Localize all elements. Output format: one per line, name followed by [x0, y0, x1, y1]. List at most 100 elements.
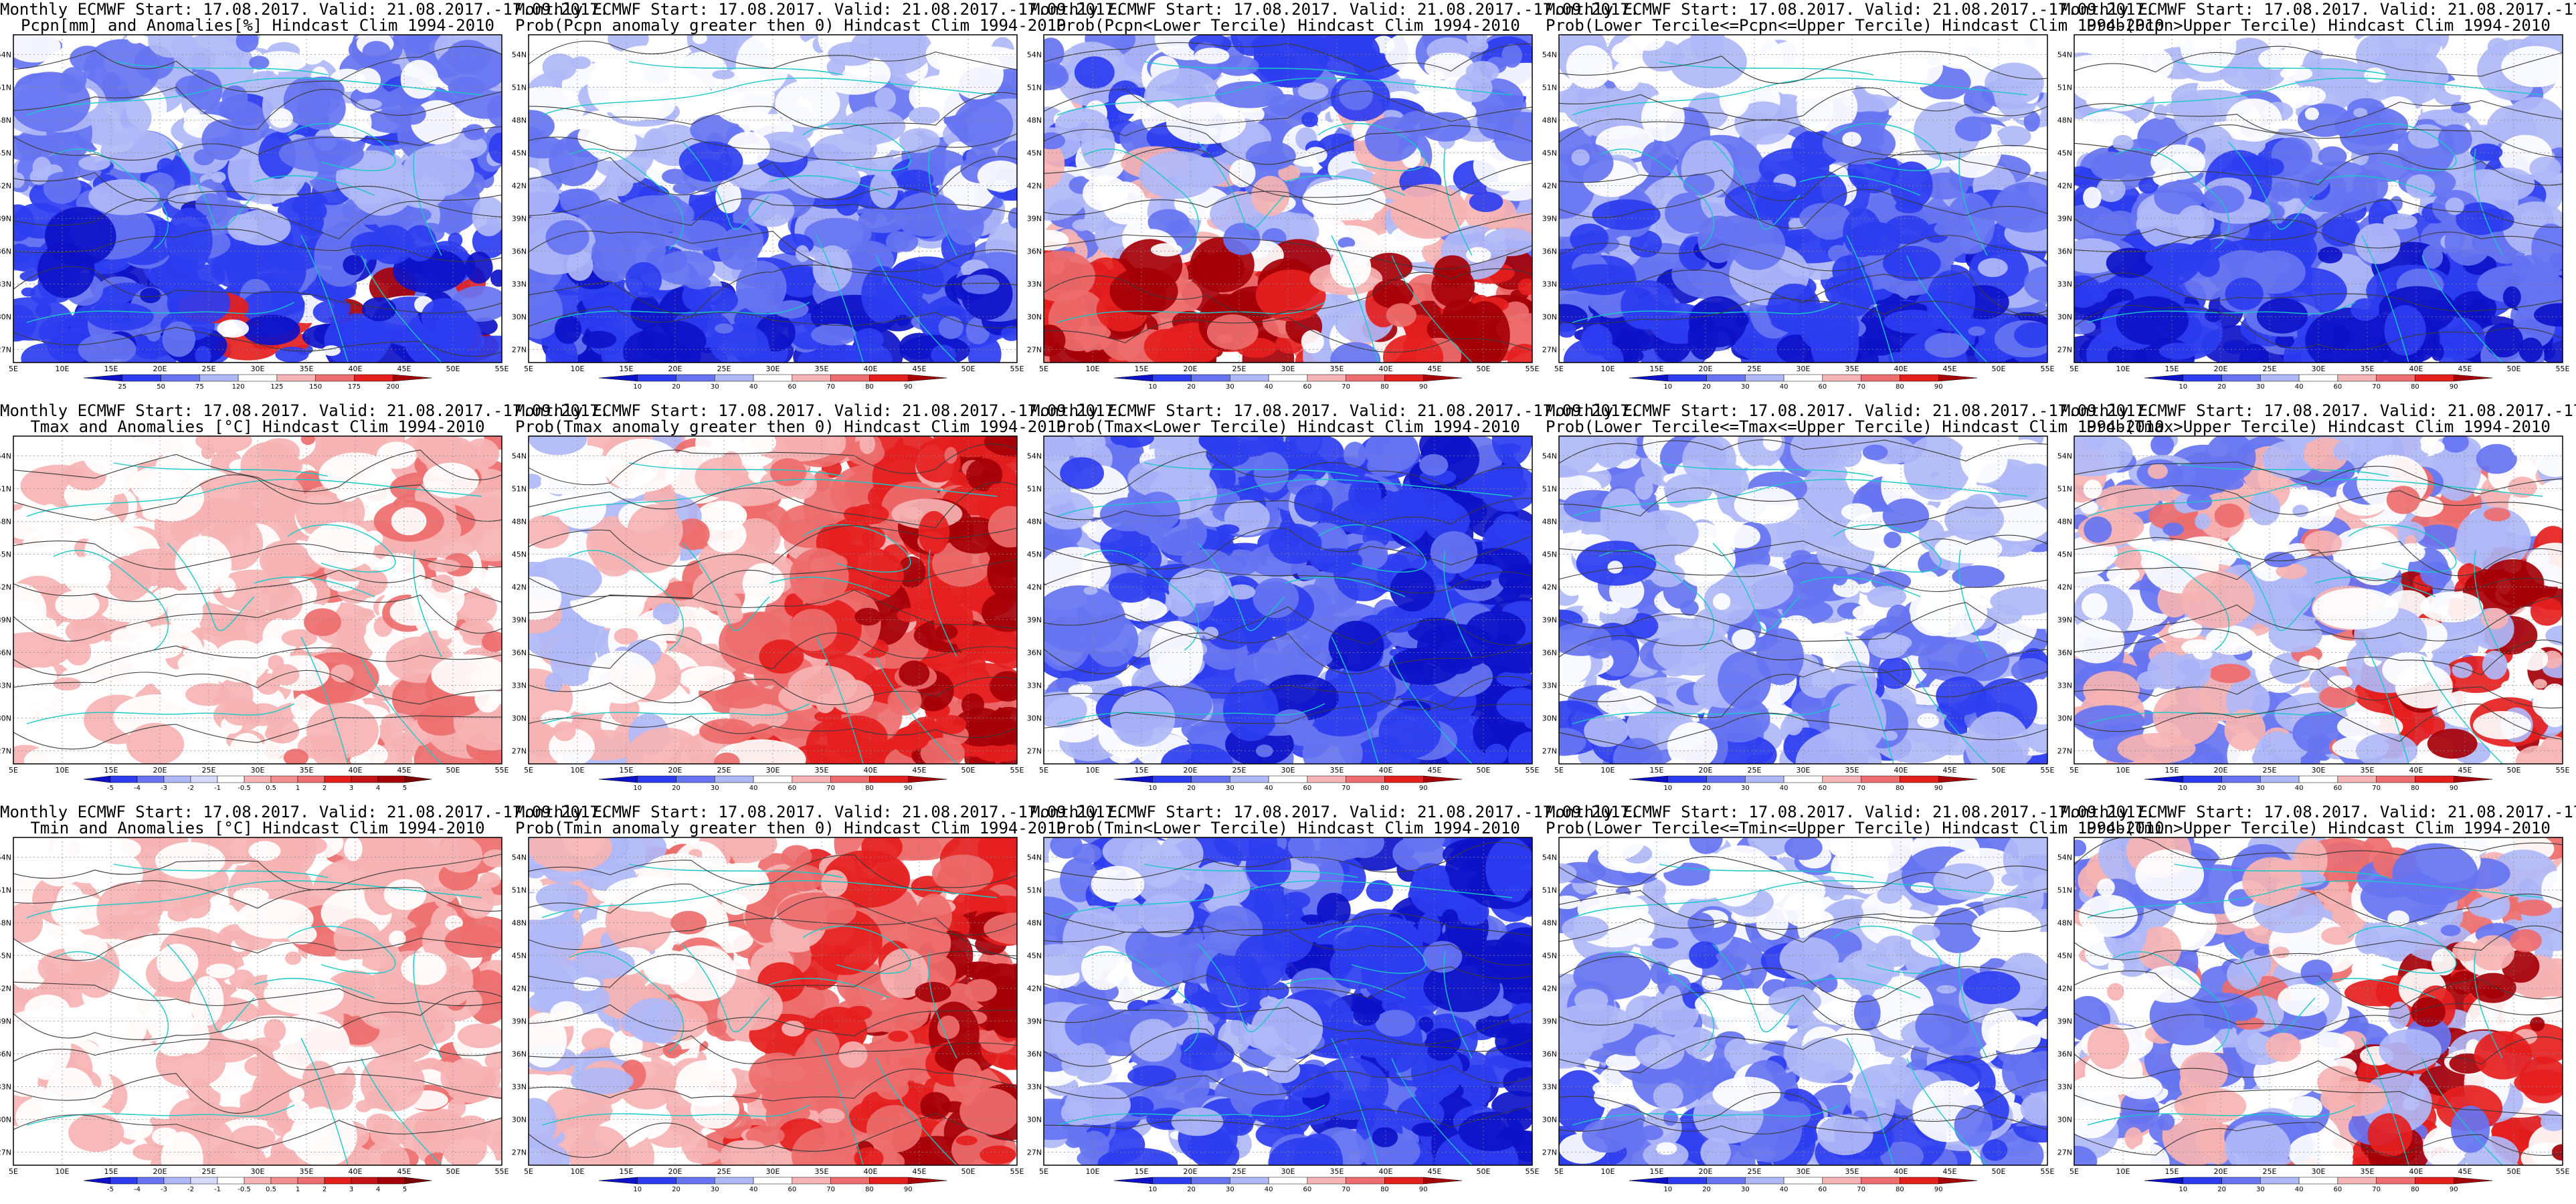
lat-tick-label: 30N: [1027, 312, 1042, 321]
colorbar-label: 20: [672, 785, 680, 792]
colorbar-swatch: [1152, 1177, 1192, 1185]
colorbar-swatch: [122, 374, 161, 382]
colorbar-label: 30: [1226, 383, 1234, 391]
lat-tick-label: 45N: [512, 148, 527, 157]
colorbar-swatch: [1230, 374, 1269, 382]
lat-tick-label: 42N: [1027, 984, 1042, 993]
colorbar-swatch: [1667, 1177, 1707, 1185]
colorbar-swatch: [2260, 1177, 2300, 1185]
lon-tick-label: 30E: [766, 1167, 780, 1176]
lat-tick-label: 30N: [2057, 1115, 2072, 1124]
colorbar-swatch: [869, 374, 909, 382]
lon-tick-label: 5E: [9, 1167, 18, 1176]
lon-tick-label: 10E: [56, 766, 70, 775]
map-frame: [13, 837, 502, 1166]
map-frame: [13, 435, 502, 765]
lat-tick-label: 42N: [1542, 181, 1557, 190]
lat-tick-label: 27N: [1542, 1148, 1557, 1157]
lon-tick-label: 25E: [2263, 766, 2277, 775]
colorbar-swatch: [1346, 374, 1385, 382]
map-frame: [1043, 34, 1533, 363]
lat-tick-label: 54N: [512, 50, 527, 59]
colorbar-label: 60: [2334, 1186, 2342, 1193]
colorbar-swatch: [110, 1177, 138, 1185]
colorbar-label: 125: [270, 383, 283, 391]
colorbar-label: 60: [788, 785, 797, 792]
lat-tick-label: 39N: [512, 1017, 527, 1025]
colorbar-swatch: [404, 1177, 432, 1185]
lat-tick-label: 27N: [0, 1148, 11, 1157]
colorbar-swatch: [715, 1177, 754, 1185]
colorbar-swatch: [1706, 1177, 1746, 1185]
latlon-grid: [529, 35, 1017, 363]
lat-tick-label: 45N: [1027, 951, 1042, 960]
lon-tick-label: 45E: [397, 1167, 411, 1176]
lat-tick-label: 33N: [0, 1082, 11, 1091]
lat-tick-label: 33N: [512, 280, 527, 288]
colorbar: 10 20 30 40 60 70 80 90: [1113, 1177, 1463, 1193]
colorbar-swatch: [297, 1177, 325, 1185]
colorbar-swatch: [270, 1177, 298, 1185]
map-plot: 27N30N33N36N39N42N45N48N51N54N5E10E15E20…: [0, 435, 509, 792]
panel-title: Monthly ECMWF Start: 17.08.2017. Valid: …: [0, 403, 609, 435]
lat-tick-label: 51N: [1027, 886, 1042, 894]
lon-tick-label: 35E: [2361, 1167, 2375, 1176]
panel-title-line2: Prob(Pcpn<Lower Tercile) Hindcast Clim 1…: [1056, 16, 1520, 35]
colorbar-swatch: [2298, 1177, 2338, 1185]
shaded-field: [1559, 35, 2047, 363]
lon-tick-label: 15E: [1650, 365, 1664, 373]
colorbar-swatch: [351, 1177, 379, 1185]
colorbar-label: 30: [2256, 383, 2265, 391]
lat-tick-label: 48N: [0, 918, 11, 927]
colorbar-swatch: [1113, 1177, 1154, 1185]
colorbar-label: 30: [2256, 1186, 2265, 1193]
colorbar-swatch: [1113, 374, 1154, 382]
panel-title: Monthly ECMWF Start: 17.08.2017. Valid: …: [2061, 804, 2576, 836]
lat-tick-label: 42N: [0, 181, 11, 190]
lat-tick-label: 45N: [1027, 148, 1042, 157]
lon-tick-label: 55E: [2556, 766, 2570, 775]
colorbar-label: 150: [309, 383, 322, 391]
lon-tick-label: 45E: [913, 766, 927, 775]
colorbar: -5 -4 -3 -2 -1 -0.5 0.5 1 2 3 4 5: [83, 775, 432, 792]
colorbar-swatch: [2453, 374, 2493, 382]
colorbar-swatch: [2144, 1177, 2184, 1185]
colorbar-swatch: [2183, 374, 2222, 382]
colorbar-label: 20: [1187, 785, 1196, 792]
colorbar-label: 40: [749, 1186, 758, 1193]
lon-tick-label: 5E: [524, 766, 533, 775]
lat-tick-label: 51N: [0, 886, 11, 894]
lat-tick-label: 33N: [0, 681, 11, 690]
colorbar-label: 30: [1226, 785, 1234, 792]
lon-tick-label: 30E: [1281, 766, 1295, 775]
lat-tick-label: 33N: [1542, 1082, 1557, 1091]
lon-tick-label: 20E: [153, 365, 167, 373]
lon-tick-label: 20E: [668, 365, 682, 373]
lon-tick-label: 25E: [1748, 365, 1762, 373]
lon-tick-label: 20E: [1699, 766, 1713, 775]
lat-tick-label: 42N: [0, 984, 11, 993]
colorbar-swatch: [1822, 374, 1861, 382]
colorbar-swatch: [2376, 775, 2415, 783]
lon-tick-label: 10E: [1086, 365, 1100, 373]
lon-tick-label: 20E: [2214, 365, 2228, 373]
panel-title-line1: Monthly ECMWF Start: 17.08.2017. Valid: …: [515, 0, 1125, 19]
map-frame: [1558, 34, 2048, 363]
colorbar-label: 90: [1934, 383, 1943, 391]
colorbar-swatch: [792, 374, 831, 382]
shaded-field: [13, 837, 502, 1165]
colorbar: 10 20 30 40 60 70 80 90: [1629, 775, 1978, 792]
lon-tick-label: 15E: [1135, 365, 1149, 373]
colorbar-label: -5: [107, 1186, 114, 1193]
lon-tick-label: 30E: [766, 766, 780, 775]
colorbar-label: 80: [2411, 785, 2419, 792]
map-frame: [2074, 435, 2563, 765]
lat-tick-label: 45N: [1542, 550, 1557, 559]
lat-tick-label: 54N: [1027, 853, 1042, 862]
shaded-field: [13, 35, 502, 363]
lon-tick-label: 40E: [349, 365, 363, 373]
